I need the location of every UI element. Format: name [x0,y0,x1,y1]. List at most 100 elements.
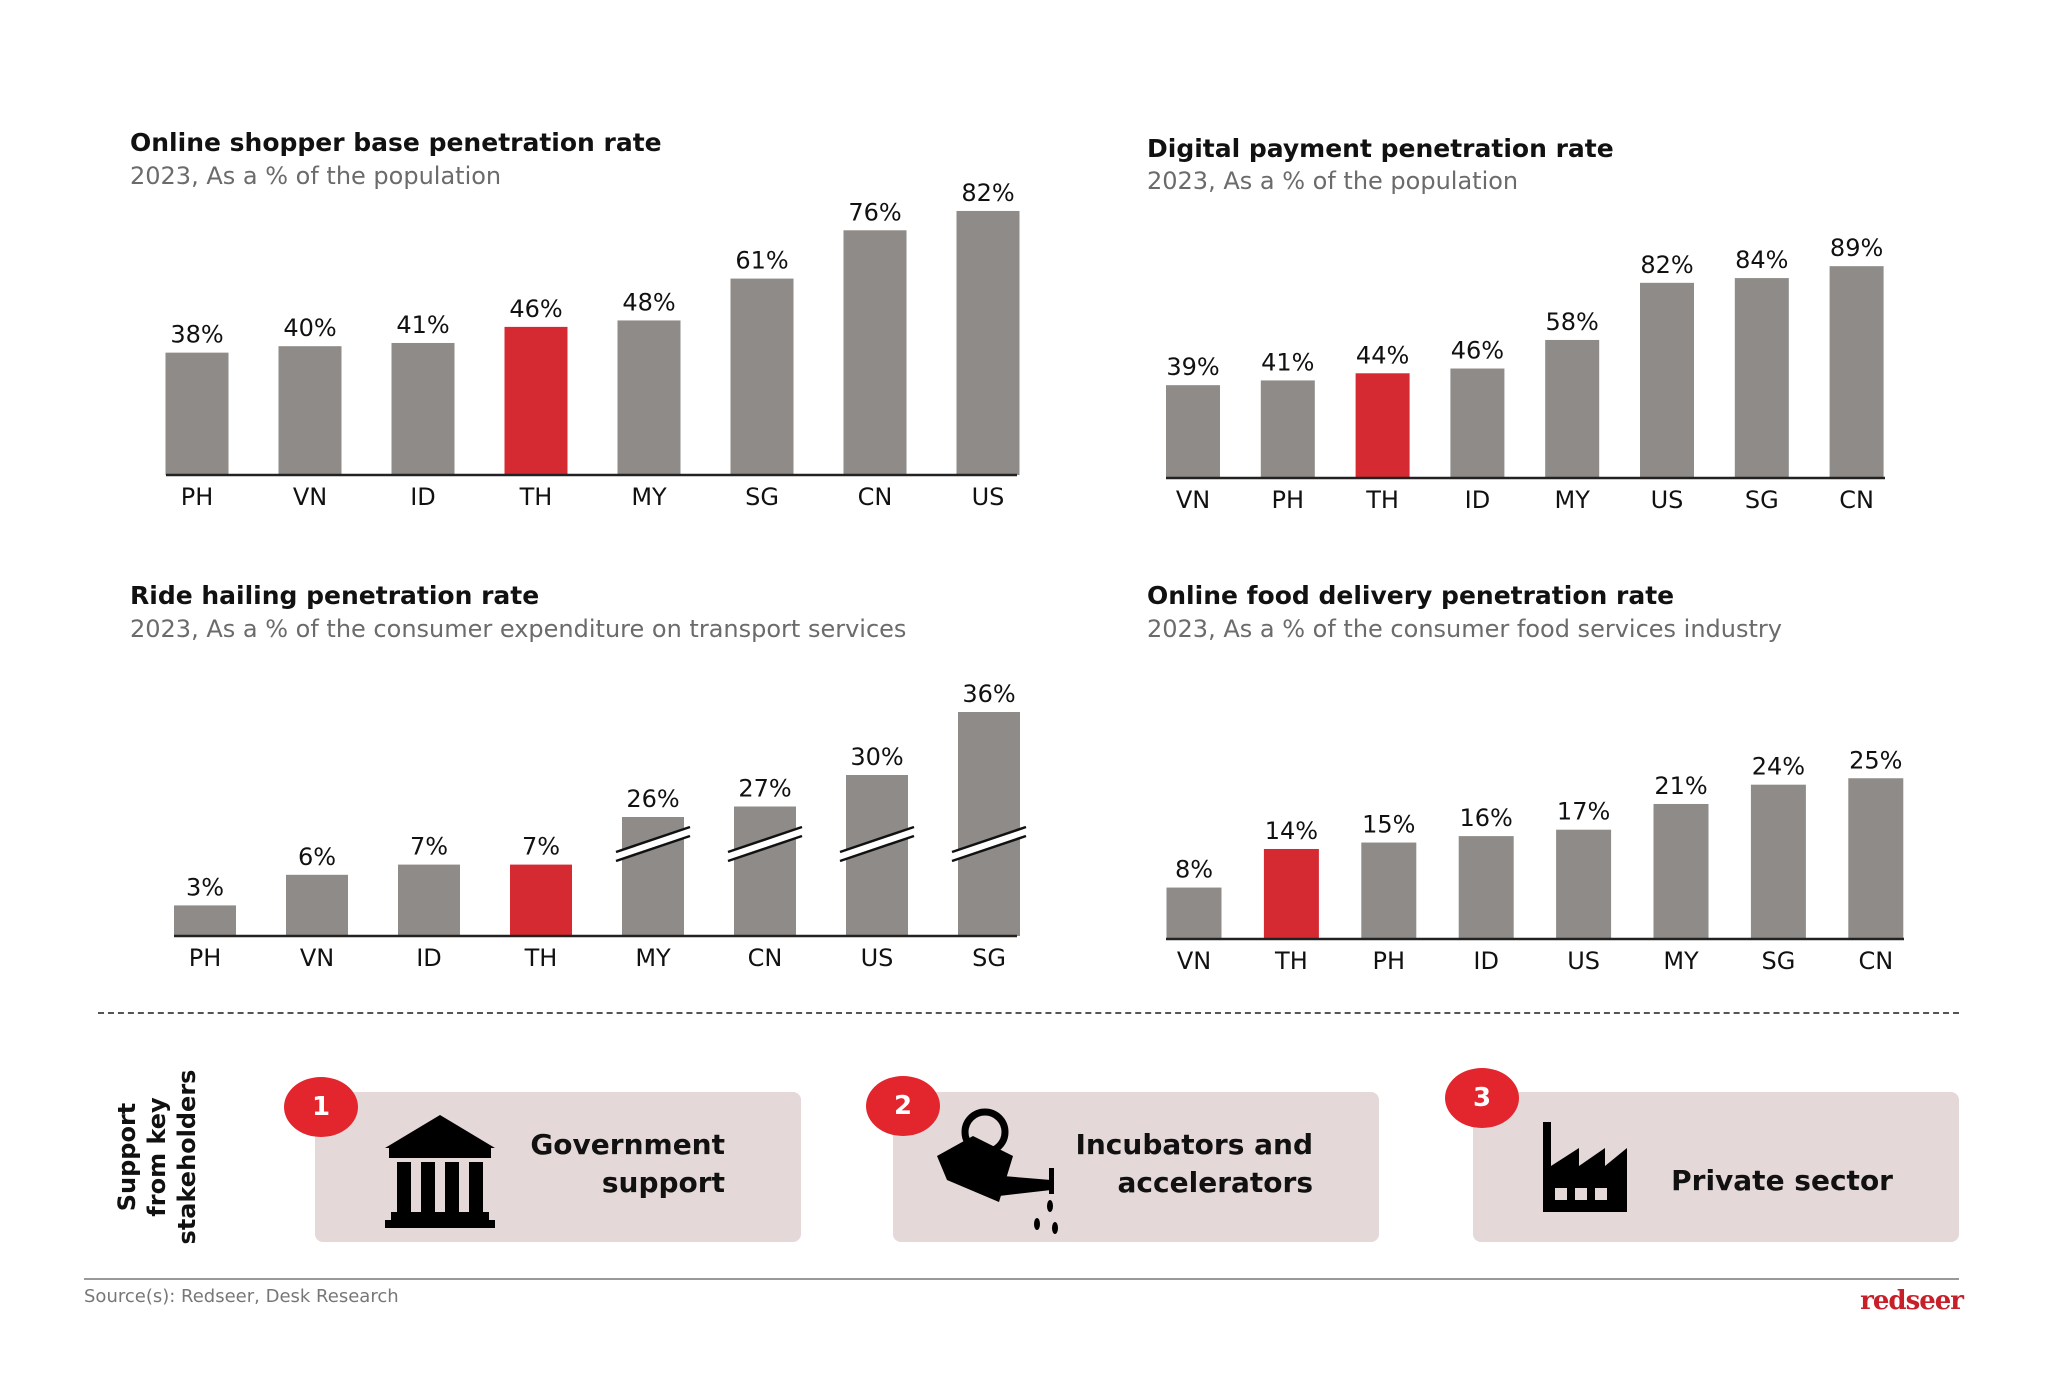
data-label: 61% [735,247,788,275]
bar-th [1263,848,1319,939]
data-label: 14% [1265,817,1318,845]
stakeholder-card-private-sector: Private sector [1473,1092,1959,1242]
category-label: MY [635,944,671,972]
axis-break-line [839,825,915,854]
data-label: 46% [1451,337,1504,365]
axis-break-gap [841,828,913,860]
bar-id [1458,836,1514,939]
step-badge-2: 2 [866,1076,940,1136]
category-label: PH [189,944,222,972]
bar-vn [278,346,342,475]
data-label: 21% [1654,772,1707,800]
data-label: 16% [1460,804,1513,832]
stakeholder-label: Government support [530,1128,725,1199]
axis-break-line [615,834,691,863]
category-label: US [972,483,1005,511]
data-label: 15% [1362,811,1415,839]
bar-ph [1361,842,1417,939]
data-label: 84% [1735,246,1788,274]
bar-th [504,326,568,475]
bar-us [1556,829,1612,939]
axis-break-line [727,834,803,863]
source-note: Source(s): Redseer, Desk Research [84,1286,399,1307]
data-label: 82% [1640,251,1693,279]
category-label: TH [1365,486,1399,514]
axis-break-line [951,825,1027,854]
bar-cn [1848,778,1904,939]
bar-us [956,210,1020,475]
data-label: 48% [622,288,675,316]
category-label: CN [1839,486,1874,514]
data-label: 24% [1752,753,1805,781]
bar-id [398,864,460,936]
category-label: VN [300,944,334,972]
footer-divider [84,1278,1959,1280]
step-badge-3: 3 [1445,1068,1519,1128]
category-label: ID [410,483,436,511]
bar-my [1545,339,1600,478]
bar-my [617,320,681,475]
stakeholder-label: Incubators and accelerators [1075,1128,1313,1199]
data-label: 41% [396,311,449,339]
category-label: VN [1177,947,1211,975]
stakeholder-label: Private sector [1671,1164,1893,1197]
bar-th [510,864,572,936]
data-label: 40% [283,314,336,342]
category-label: VN [293,483,327,511]
axis-break-gap [729,828,801,860]
axis-break-line [839,834,915,863]
factory-icon [1543,1122,1627,1212]
stakeholder-card-government: Government support [315,1092,801,1242]
category-label: VN [1176,486,1210,514]
data-label: 39% [1166,353,1219,381]
category-label: SG [745,483,779,511]
bar-ph [174,905,236,936]
data-label: 38% [170,321,223,349]
chart-2-subtitle: 2023, As a % of the population [1147,167,1519,195]
charts-canvas: 38% PH 40% VN 41% ID 46% TH 48% MY 61% SG 76% CN 82% US… [165,179,1904,975]
bar-ph [1260,380,1315,478]
category-label: MY [1555,486,1591,514]
category-label: US [861,944,894,972]
bar-sg [958,712,1020,936]
data-label: 46% [509,295,562,323]
bar-sg [730,278,794,475]
bar-id [391,342,455,475]
data-label: 44% [1356,341,1409,369]
category-label: CN [858,483,893,511]
category-label: TH [524,944,558,972]
chart-1-subtitle: 2023, As a % of the population [130,162,502,190]
category-label: MY [1663,947,1699,975]
bar-th [1355,373,1410,478]
data-label: 76% [848,198,901,226]
data-label: 27% [738,775,791,803]
axis-break-gap [617,828,689,860]
bar-vn [286,874,348,936]
data-label: 17% [1557,798,1610,826]
category-label: US [1567,947,1600,975]
chart-4-title: Online food delivery penetration rate [1147,581,1675,610]
bar-my [1653,803,1709,939]
bar-id [1450,368,1505,478]
bar-cn [843,230,907,475]
data-label: 41% [1261,348,1314,376]
category-label: ID [1473,947,1499,975]
data-label: 7% [410,833,448,861]
category-label: CN [748,944,783,972]
axis-break-line [727,825,803,854]
category-label: PH [181,483,214,511]
category-label: TH [519,483,553,511]
axis-break-gap [953,828,1025,860]
axis-break-line [615,825,691,854]
category-label: CN [1858,947,1893,975]
bar-cn [1829,266,1884,478]
chart-3-subtitle: 2023, As a % of the consumer expenditure… [130,615,907,643]
stakeholders-heading: Support from key stakeholders [113,1069,201,1245]
category-label: US [1651,486,1684,514]
category-label: TH [1274,947,1308,975]
category-label: ID [1465,486,1491,514]
bar-ph [165,352,229,475]
bar-vn [1166,385,1220,478]
chart-2-title: Digital payment penetration rate [1147,134,1614,163]
data-label: 30% [850,743,903,771]
